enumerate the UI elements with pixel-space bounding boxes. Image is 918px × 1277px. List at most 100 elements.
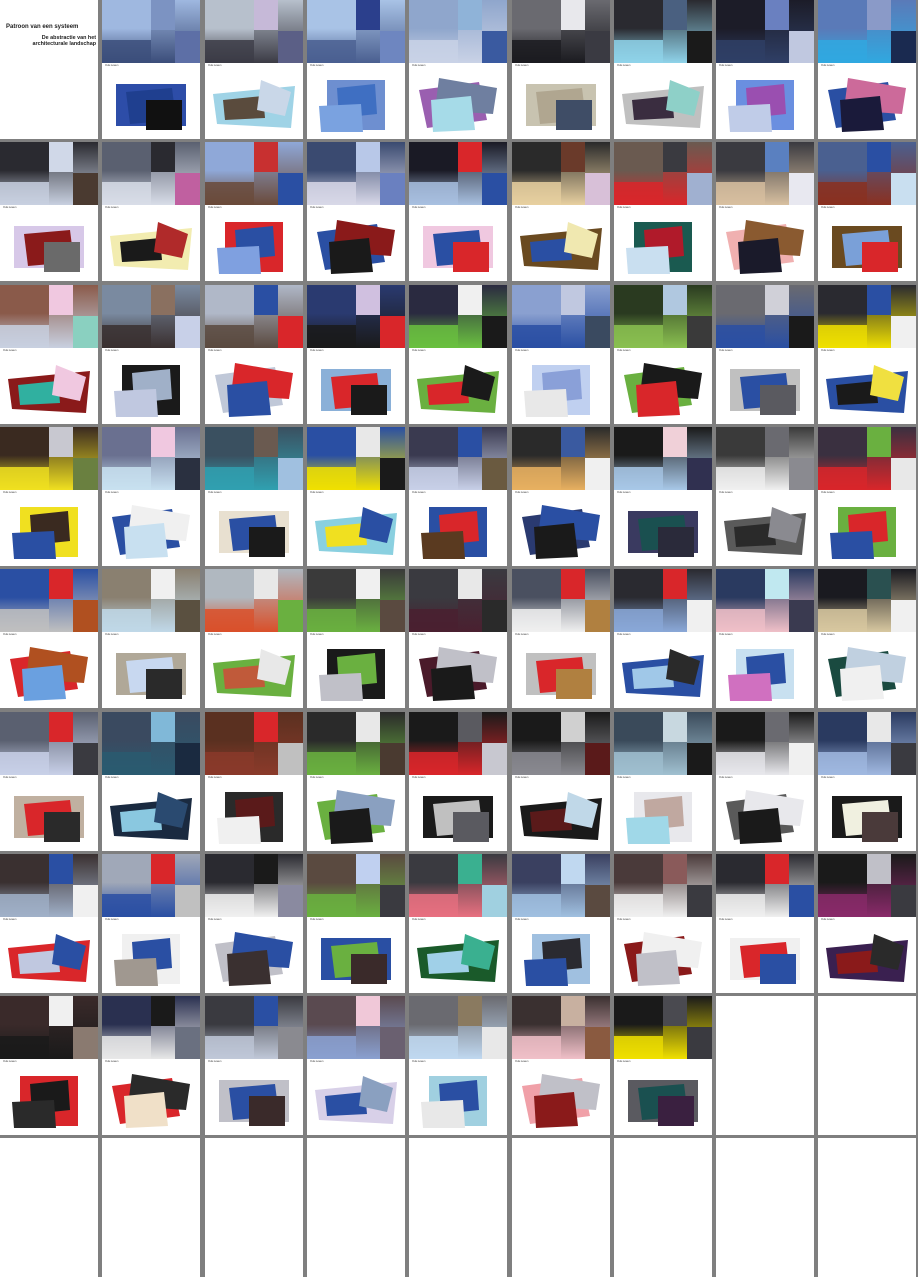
photo-caption: Oulu Lewen — [821, 64, 835, 67]
photo-card[interactable]: Oulu Lewen — [614, 142, 712, 281]
photo-card[interactable]: Oulu Lewen — [818, 142, 916, 281]
abstraction-area — [0, 355, 98, 424]
abstraction-svg — [419, 78, 497, 132]
photo-card[interactable]: Oulu Lewen — [205, 285, 303, 424]
photo-card[interactable]: Oulu Lewen — [409, 142, 507, 281]
photo-card[interactable]: Oulu Lewen — [307, 427, 405, 566]
photo-card[interactable]: Oulu Lewen — [307, 0, 405, 139]
photo-card[interactable]: Oulu Lewen — [512, 996, 610, 1135]
abstract-shape — [530, 808, 572, 832]
abstraction-area — [716, 212, 814, 281]
abstraction-svg — [116, 84, 186, 130]
photo-card[interactable]: Oulu Lewen — [0, 712, 98, 851]
photo-card[interactable]: Oulu Lewen — [716, 712, 814, 851]
photo-block — [380, 600, 405, 632]
photo-caption: Oulu Lewen — [412, 491, 426, 494]
photo-card[interactable]: Oulu Lewen — [205, 712, 303, 851]
photo-card[interactable]: Oulu Lewen — [409, 285, 507, 424]
photo-block — [482, 743, 507, 775]
photo-caption: Oulu Lewen — [310, 206, 324, 209]
photo-card[interactable]: Oulu Lewen — [0, 285, 98, 424]
photo-card[interactable]: Oulu Lewen — [512, 569, 610, 708]
photo-card[interactable]: Oulu Lewen — [307, 712, 405, 851]
photo-card[interactable]: Oulu Lewen — [307, 854, 405, 993]
photo-card[interactable]: Oulu Lewen — [614, 427, 712, 566]
photo-caption: Oulu Lewen — [310, 1060, 324, 1063]
photo-card[interactable]: Oulu Lewen — [614, 712, 712, 851]
photo-card[interactable]: Oulu Lewen — [512, 712, 610, 851]
photo-collage — [512, 285, 610, 348]
photo-card[interactable]: Oulu Lewen — [614, 0, 712, 139]
abstraction-area — [818, 355, 916, 424]
photo-card[interactable]: Oulu Lewen — [102, 712, 200, 851]
photo-card[interactable]: Oulu Lewen — [512, 285, 610, 424]
photo-card[interactable]: Oulu Lewen — [0, 142, 98, 281]
photo-card[interactable]: Oulu Lewen — [0, 569, 98, 708]
abstract-shape — [632, 665, 674, 689]
photo-block — [512, 40, 561, 63]
photo-card[interactable]: Oulu Lewen — [614, 569, 712, 708]
photo-card[interactable]: Oulu Lewen — [716, 0, 814, 139]
photo-card[interactable]: Oulu Lewen — [512, 0, 610, 139]
photo-card[interactable]: Oulu Lewen — [716, 142, 814, 281]
photo-card[interactable]: Oulu Lewen — [205, 996, 303, 1135]
photo-block — [687, 31, 712, 63]
photo-card[interactable]: Oulu Lewen — [716, 285, 814, 424]
photo-caption: Oulu Lewen — [3, 633, 17, 636]
photo-card[interactable]: Oulu Lewen — [614, 285, 712, 424]
photo-card[interactable]: Oulu Lewen — [102, 427, 200, 566]
photo-card[interactable]: Oulu Lewen — [409, 712, 507, 851]
photo-card[interactable]: Oulu Lewen — [818, 569, 916, 708]
photo-card[interactable]: Oulu Lewen — [205, 142, 303, 281]
photo-card[interactable]: Oulu Lewen — [716, 569, 814, 708]
photo-card[interactable]: Oulu Lewen — [818, 854, 916, 993]
photo-block — [205, 894, 254, 917]
photo-card[interactable]: Oulu Lewen — [512, 142, 610, 281]
abstract-shape — [146, 669, 182, 699]
photo-block — [49, 996, 73, 1026]
empty-card — [0, 1138, 98, 1277]
photo-card[interactable]: Oulu Lewen — [0, 854, 98, 993]
abstract-shape — [564, 222, 598, 258]
photo-card[interactable]: Oulu Lewen — [409, 0, 507, 139]
photo-card[interactable]: Oulu Lewen — [614, 854, 712, 993]
photo-card[interactable]: Oulu Lewen — [307, 142, 405, 281]
photo-card[interactable]: Oulu Lewen — [512, 854, 610, 993]
photo-card[interactable]: Oulu Lewen — [205, 854, 303, 993]
photo-card[interactable]: Oulu Lewen — [205, 0, 303, 139]
photo-card[interactable]: Oulu Lewen — [102, 569, 200, 708]
photo-card[interactable]: Oulu Lewen — [102, 285, 200, 424]
photo-card[interactable]: Oulu Lewen — [102, 142, 200, 281]
photo-card[interactable]: Oulu Lewen — [818, 712, 916, 851]
abstraction-svg — [213, 80, 295, 128]
abstraction-area — [818, 212, 916, 281]
photo-card[interactable]: Oulu Lewen — [409, 996, 507, 1135]
photo-card[interactable]: Oulu Lewen — [205, 569, 303, 708]
photo-block — [356, 569, 380, 599]
photo-card[interactable]: Oulu Lewen — [409, 569, 507, 708]
photo-card[interactable]: Oulu Lewen — [307, 996, 405, 1135]
photo-card[interactable]: Oulu Lewen — [818, 0, 916, 139]
photo-card[interactable]: Oulu Lewen — [102, 854, 200, 993]
photo-collage — [818, 427, 916, 490]
photo-card[interactable]: Oulu Lewen — [614, 996, 712, 1135]
photo-card[interactable]: Oulu Lewen — [307, 569, 405, 708]
photo-card[interactable]: Oulu Lewen — [102, 996, 200, 1135]
photo-card[interactable]: Oulu Lewen — [409, 427, 507, 566]
photo-card[interactable]: Oulu Lewen — [716, 854, 814, 993]
photo-card[interactable]: Oulu Lewen — [0, 427, 98, 566]
photo-card[interactable]: Oulu Lewen — [512, 427, 610, 566]
photo-card[interactable]: Oulu Lewen — [818, 427, 916, 566]
photo-card[interactable]: Oulu Lewen — [716, 427, 814, 566]
abstraction-area — [818, 782, 916, 851]
photo-card[interactable]: Oulu Lewen — [409, 854, 507, 993]
photo-card[interactable]: Oulu Lewen — [818, 285, 916, 424]
photo-card[interactable]: Oulu Lewen — [0, 996, 98, 1135]
photo-card[interactable]: Oulu Lewen — [205, 427, 303, 566]
photo-card[interactable]: Oulu Lewen — [102, 0, 200, 139]
abstraction-area — [307, 355, 405, 424]
photo-card[interactable]: Oulu Lewen — [307, 285, 405, 424]
abstraction-svg — [8, 365, 90, 413]
photo-block — [380, 173, 405, 205]
photo-caption: Oulu Lewen — [617, 633, 631, 636]
